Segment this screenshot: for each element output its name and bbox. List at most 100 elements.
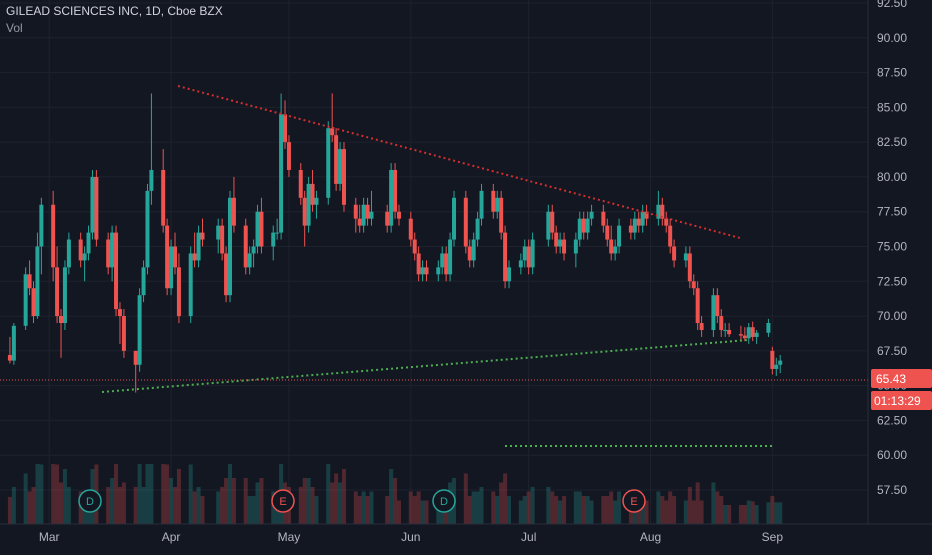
volume-bar [389,469,394,524]
candle-body [683,253,688,261]
candle-body [503,232,508,282]
volume-bar [341,469,346,524]
candle-body [420,267,425,275]
volume-bar [573,491,578,524]
volume-bar [463,473,468,524]
candle-body [609,239,614,254]
candle-body [471,239,476,261]
volume-bar [754,505,759,524]
candle-body [216,225,221,240]
volume-bar [562,496,567,524]
candle-body [766,323,771,333]
candle-body [530,239,535,268]
volume-bar [326,464,331,524]
price-tick-label: 92.50 [877,0,907,10]
volume-indicator-label[interactable]: Vol [6,21,23,35]
candle-body [589,211,594,219]
candle-body [491,190,496,212]
volume-bar [188,464,193,524]
chart-legend[interactable]: GILEAD SCIENCES INC, 1D, Cboe BZX Vol [6,3,223,37]
candle-body [444,253,449,275]
volume-bar [169,478,174,524]
candle-body [141,267,146,296]
volume-bar [640,496,645,524]
earnings-marker[interactable]: E [622,489,646,513]
candle-body [448,239,453,275]
volume-bar [334,473,339,524]
candlesticks[interactable] [7,93,783,393]
volume-bar [231,478,236,524]
candle-body [656,204,661,219]
volume-bar [161,464,166,524]
volume-bar [467,496,472,524]
candle-body [59,316,64,324]
candle-body [562,239,567,254]
volume-bar [200,496,205,524]
candle-body [365,204,370,219]
volume-bar [243,478,248,524]
candle-body [51,204,56,268]
time-labels: Mar Apr May Jun Jul Aug Sep [39,530,783,544]
candle-body [727,329,732,335]
volume-bar [660,496,665,524]
candle-body [522,246,527,261]
volume-bar [605,496,610,524]
price-scale-background[interactable] [868,0,932,524]
candle-body [306,183,311,226]
candle-body [385,211,390,226]
candle-body [231,197,236,226]
candle-body [302,197,307,226]
volume-bar [664,500,669,524]
candle-body [90,176,95,233]
dividend-marker[interactable]: D [432,489,456,513]
volume-bar [59,482,64,524]
resistance-trendline[interactable] [177,85,741,239]
candle-body [617,225,622,247]
volume-bar [172,487,177,524]
volume-bar [672,496,677,524]
price-tick-label: 72.50 [877,274,907,288]
candle-body [518,260,523,268]
candle-body [408,218,413,240]
volume-bar [479,487,484,524]
candle-body [196,232,201,261]
candle-body [188,253,193,317]
volume-bar [589,500,594,524]
volume-bar [585,496,590,524]
volume-bar [228,464,233,524]
volume-bar [27,491,32,524]
price-tick-label: 87.50 [877,66,907,80]
candle-body [259,211,264,247]
candle-body [581,218,586,233]
candle-body [397,211,401,219]
candle-body [672,246,677,261]
volume-bar [503,473,508,524]
price-tick-label: 77.50 [877,205,907,219]
symbol-title[interactable]: GILEAD SCIENCES INC, 1D, Cboe BZX [6,4,223,18]
candle-body [114,232,119,310]
volume-bar [546,487,551,524]
candle-body [668,225,673,247]
volume-bar [385,496,390,524]
candle-body [550,211,555,233]
candle-body [330,128,335,136]
support-trendline[interactable] [101,339,749,393]
price-tick-label: 90.00 [877,31,907,45]
volume-bar [719,496,724,524]
volume-bar [23,473,28,524]
time-label-jun: Jun [401,530,420,544]
candle-body [711,295,716,330]
candle-body [247,253,252,268]
volume-bar [495,496,500,524]
candle-body [255,211,260,247]
candle-body [719,316,724,330]
time-scale-background[interactable] [0,524,932,550]
price-tick-label: 62.50 [877,413,907,427]
candle-body [86,232,91,254]
earnings-marker[interactable]: E [271,489,295,513]
time-label-mar: Mar [39,530,60,544]
dividend-marker[interactable]: D [78,489,102,513]
